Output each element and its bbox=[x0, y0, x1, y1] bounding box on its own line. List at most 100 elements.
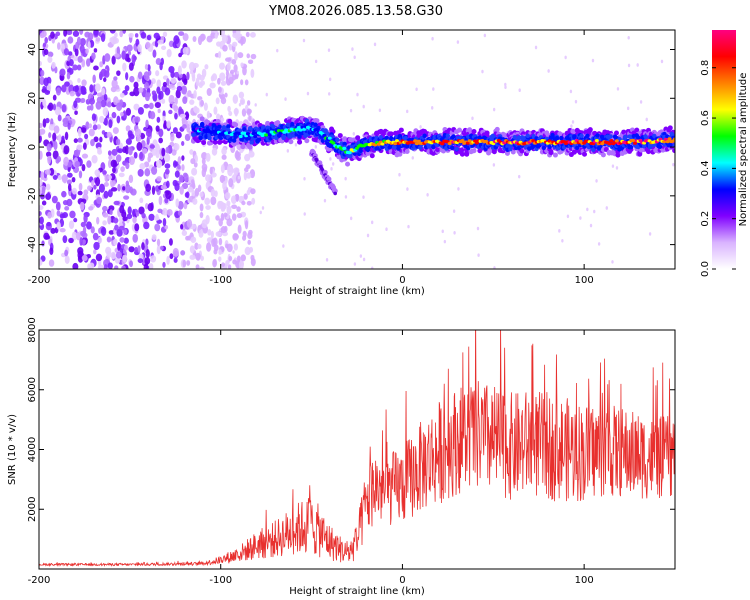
noise-speckle bbox=[244, 79, 249, 86]
ridge-band bbox=[198, 135, 203, 141]
noise-speckle bbox=[102, 220, 107, 226]
noise-speckle bbox=[441, 229, 444, 234]
noise-speckle bbox=[59, 68, 66, 77]
ridge-core bbox=[631, 138, 636, 143]
noise-speckle bbox=[41, 240, 45, 247]
noise-speckle bbox=[45, 151, 52, 158]
noise-speckle bbox=[228, 111, 233, 117]
noise-speckle bbox=[228, 255, 233, 262]
noise-speckle bbox=[561, 238, 564, 243]
noise-speckle bbox=[107, 101, 112, 108]
noise-speckle bbox=[116, 46, 121, 56]
noise-speckle bbox=[42, 86, 46, 91]
noise-speckle bbox=[93, 48, 98, 53]
ridge-halo bbox=[459, 151, 465, 157]
noise-speckle bbox=[64, 206, 70, 211]
noise-speckle bbox=[79, 201, 85, 211]
noise-speckle bbox=[88, 206, 94, 211]
ridge-halo bbox=[552, 152, 558, 158]
noise-speckle bbox=[93, 241, 100, 251]
noise-speckle bbox=[136, 135, 142, 142]
noise-speckle bbox=[457, 187, 460, 191]
noise-speckle bbox=[232, 250, 235, 254]
noise-speckle bbox=[56, 210, 61, 217]
noise-speckle bbox=[99, 136, 103, 143]
ridge-core bbox=[315, 127, 320, 132]
noise-speckle bbox=[181, 141, 185, 147]
noise-speckle bbox=[128, 174, 134, 184]
noise-speckle bbox=[237, 224, 242, 234]
noise-speckle bbox=[168, 238, 173, 246]
noise-speckle bbox=[134, 246, 138, 253]
noise-speckle bbox=[125, 138, 132, 145]
noise-speckle bbox=[39, 131, 42, 137]
noise-speckle bbox=[126, 44, 133, 52]
noise-speckle bbox=[193, 161, 198, 168]
noise-speckle bbox=[303, 212, 306, 216]
ridge-halo bbox=[201, 140, 207, 146]
noise-speckle bbox=[284, 97, 287, 101]
noise-speckle bbox=[205, 174, 212, 182]
noise-speckle bbox=[186, 260, 191, 266]
noise-speckle bbox=[168, 94, 175, 105]
noise-speckle bbox=[178, 52, 183, 58]
noise-speckle bbox=[323, 198, 327, 203]
noise-speckle bbox=[45, 183, 51, 191]
ridge-band bbox=[358, 148, 363, 154]
noise-speckle bbox=[96, 216, 100, 225]
noise-speckle bbox=[184, 111, 190, 121]
noise-speckle bbox=[174, 112, 178, 120]
noise-speckle bbox=[76, 144, 83, 151]
noise-speckle bbox=[77, 255, 84, 263]
noise-speckle bbox=[133, 81, 139, 89]
noise-speckle bbox=[227, 264, 232, 269]
noise-speckle bbox=[119, 30, 124, 38]
noise-speckle bbox=[593, 209, 596, 214]
colorbar-tick-label: 0.2 bbox=[700, 211, 711, 227]
noise-speckle bbox=[206, 242, 212, 252]
ridge-halo bbox=[613, 130, 619, 136]
noise-speckle bbox=[123, 228, 128, 235]
x-axis-label: Height of straight line (km) bbox=[289, 586, 425, 597]
noise-speckle bbox=[518, 88, 521, 93]
noise-speckle bbox=[48, 259, 55, 267]
noise-speckle bbox=[195, 264, 200, 269]
noise-speckle bbox=[217, 77, 221, 85]
noise-speckle bbox=[119, 92, 125, 98]
noise-speckle bbox=[82, 142, 87, 150]
noise-speckle bbox=[566, 214, 570, 219]
noise-speckle bbox=[100, 226, 107, 237]
noise-speckle bbox=[110, 86, 117, 93]
noise-speckle bbox=[246, 189, 251, 196]
noise-speckle bbox=[110, 251, 116, 260]
noise-speckle bbox=[219, 72, 226, 82]
noise-speckle bbox=[366, 233, 370, 238]
noise-speckle bbox=[40, 171, 44, 181]
ridge-band bbox=[657, 144, 663, 150]
noise-speckle bbox=[183, 202, 188, 210]
noise-speckle bbox=[246, 200, 252, 206]
noise-speckle bbox=[107, 215, 112, 225]
noise-speckle bbox=[183, 173, 189, 183]
noise-speckle bbox=[119, 237, 125, 243]
noise-speckle bbox=[132, 233, 138, 243]
colorbar-tick-label: 0.8 bbox=[700, 60, 711, 76]
noise-speckle bbox=[159, 245, 164, 251]
noise-speckle bbox=[45, 117, 50, 124]
noise-speckle bbox=[452, 209, 456, 213]
noise-speckle bbox=[206, 88, 212, 97]
ridge-band bbox=[525, 133, 531, 138]
noise-speckle bbox=[79, 44, 85, 54]
noise-speckle bbox=[59, 227, 66, 233]
ridge-band bbox=[554, 135, 560, 141]
noise-speckle bbox=[177, 65, 182, 75]
noise-speckle bbox=[415, 87, 418, 92]
noise-speckle bbox=[152, 49, 157, 58]
noise-speckle bbox=[144, 257, 151, 265]
noise-speckle bbox=[265, 92, 268, 97]
noise-speckle bbox=[186, 123, 191, 133]
noise-speckle bbox=[133, 151, 138, 159]
noise-speckle bbox=[181, 164, 185, 172]
noise-speckle bbox=[189, 149, 194, 155]
